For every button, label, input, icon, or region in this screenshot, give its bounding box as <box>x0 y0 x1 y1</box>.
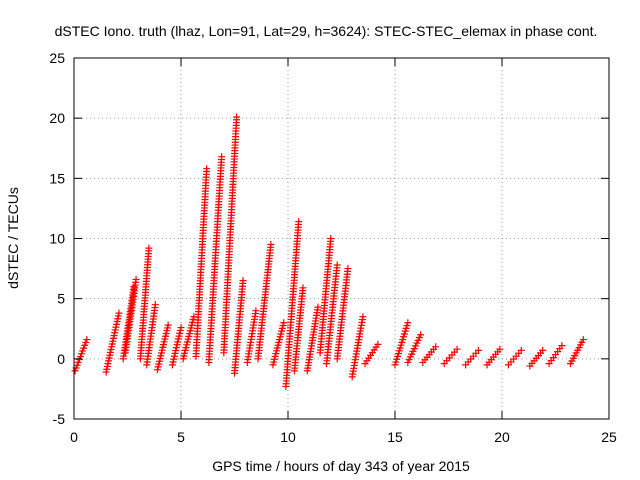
data-arc <box>404 331 425 366</box>
data-point <box>474 346 482 354</box>
data-point <box>177 324 185 332</box>
data-point <box>453 345 461 353</box>
x-axis-label: GPS time / hours of day 343 of year 2015 <box>212 458 470 474</box>
x-tick-label: 10 <box>280 429 296 445</box>
data-arc <box>391 319 412 369</box>
data-point <box>539 346 547 354</box>
data-arc <box>153 321 172 374</box>
data-point <box>164 321 172 329</box>
data-point <box>233 113 241 121</box>
data-arc <box>303 303 322 375</box>
data-arc <box>526 346 547 370</box>
data-point <box>267 241 275 249</box>
data-arc <box>71 336 91 375</box>
data-arc <box>231 277 247 377</box>
data-arc <box>136 244 153 363</box>
x-tick-label: 15 <box>387 429 403 445</box>
y-tick-label: 25 <box>49 50 65 66</box>
data-arc <box>220 113 241 357</box>
data-point <box>151 301 159 309</box>
x-tick-label: 25 <box>601 429 617 445</box>
data-arc <box>192 165 211 360</box>
data-arc <box>290 284 307 375</box>
data-arc <box>483 345 504 369</box>
data-point <box>344 265 352 273</box>
y-tick-label: 20 <box>49 110 65 126</box>
x-tick-label: 0 <box>70 429 78 445</box>
data-arc <box>348 313 367 381</box>
data-arc <box>243 307 260 366</box>
y-axis-label: dSTEC / TECUs <box>5 187 21 289</box>
data-arc <box>361 340 382 368</box>
data-arc <box>566 336 587 368</box>
data-arc <box>254 241 275 363</box>
y-tick-label: 15 <box>49 170 65 186</box>
grid-lines <box>74 58 609 419</box>
data-point <box>145 244 153 252</box>
chart-title: dSTEC Iono. truth (lhaz, Lon=91, Lat=29,… <box>55 23 598 39</box>
y-axis: -5 0 5 10 15 20 25 <box>49 50 609 427</box>
data-point <box>314 303 322 311</box>
data-point <box>558 342 566 350</box>
data-point <box>417 331 425 339</box>
data-point <box>115 309 123 317</box>
data-arc <box>205 153 226 366</box>
data-arc <box>119 283 138 363</box>
data-point <box>295 218 303 226</box>
y-tick-label: 5 <box>57 291 65 307</box>
data-arc <box>143 301 159 369</box>
data-point <box>496 345 504 353</box>
data-arc <box>504 346 525 369</box>
data-arc <box>121 275 140 357</box>
data-point <box>83 336 91 344</box>
data-point <box>252 307 260 315</box>
data-arc <box>323 261 341 368</box>
data-point <box>404 319 412 327</box>
data-point <box>203 165 211 173</box>
y-tick-label: 0 <box>57 351 65 367</box>
x-tick-label: 5 <box>177 429 185 445</box>
y-tick-label: -5 <box>53 411 66 427</box>
data-series <box>71 113 587 391</box>
data-point <box>280 319 288 327</box>
data-point <box>517 346 525 354</box>
y-tick-label: 10 <box>49 231 65 247</box>
data-arc <box>440 345 461 368</box>
data-point <box>374 340 382 348</box>
data-point <box>432 343 440 351</box>
data-point <box>333 261 341 269</box>
data-arc <box>282 218 303 391</box>
data-arc <box>545 342 566 368</box>
data-point <box>299 284 307 292</box>
x-axis: 0 5 10 15 20 25 <box>70 58 617 445</box>
x-tick-label: 20 <box>494 429 510 445</box>
data-point <box>218 153 226 161</box>
data-point <box>327 235 335 242</box>
data-point <box>132 275 140 283</box>
data-arc <box>269 319 288 369</box>
data-point <box>239 277 247 285</box>
data-point <box>579 336 587 344</box>
data-arc <box>168 324 185 369</box>
data-point <box>359 313 367 321</box>
data-arc <box>333 265 352 363</box>
data-arc <box>462 346 482 369</box>
data-arc <box>419 343 440 366</box>
data-arc <box>316 235 335 357</box>
data-arc <box>102 309 123 376</box>
